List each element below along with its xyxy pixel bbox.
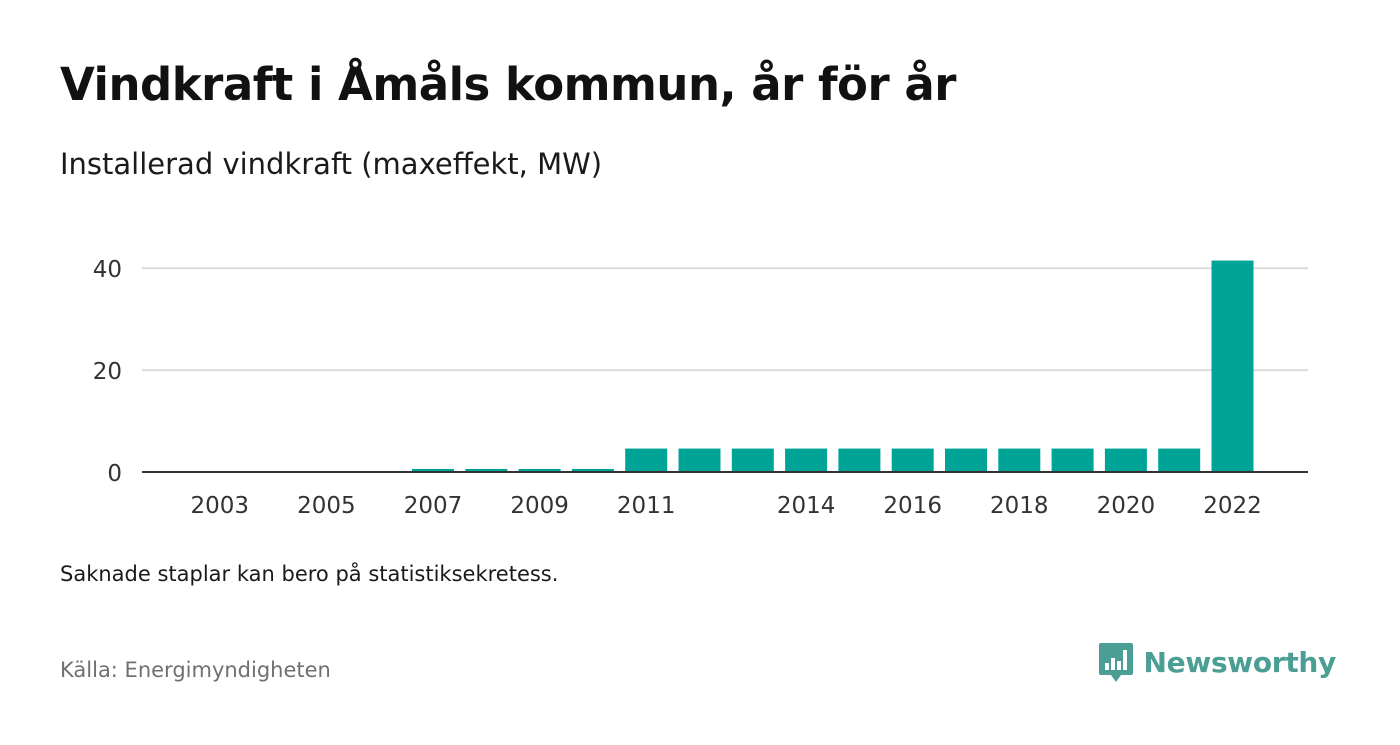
chart-subtitle: Installerad vindkraft (maxeffekt, MW) — [60, 147, 603, 181]
bar-2008 — [465, 468, 508, 472]
x-tick-label: 2003 — [191, 493, 250, 519]
bar-2011 — [625, 448, 668, 472]
bar-2010 — [571, 468, 614, 472]
x-tick-label: 2022 — [1203, 493, 1262, 519]
bar-2022 — [1211, 260, 1254, 472]
x-tick-label: 2014 — [777, 493, 836, 519]
x-tick-label: 2007 — [404, 493, 463, 519]
bar-2016 — [891, 448, 934, 472]
bar-2017 — [945, 448, 987, 472]
bar-2019 — [1051, 448, 1094, 472]
bar-2014 — [785, 448, 828, 472]
y-tick-label: 20 — [93, 359, 122, 385]
bar-2021 — [1158, 448, 1201, 472]
y-tick-label: 0 — [107, 461, 122, 487]
y-tick-label: 40 — [93, 257, 122, 283]
bar-2009 — [518, 468, 561, 472]
chart-note: Saknade staplar kan bero på statistiksek… — [60, 562, 559, 586]
bar-2018 — [998, 448, 1041, 472]
bar-2020 — [1104, 448, 1147, 472]
x-tick-label: 2016 — [883, 493, 942, 519]
x-tick-label: 2011 — [617, 493, 676, 519]
x-tick-label: 2009 — [510, 493, 569, 519]
x-tick-label: 2020 — [1097, 493, 1156, 519]
brand-name: Newsworthy — [1143, 645, 1337, 679]
chart-title: Vindkraft i Åmåls kommun, år för år — [60, 58, 956, 111]
brand-logo: Newsworthy — [1098, 641, 1336, 683]
x-tick-label: 2018 — [990, 493, 1049, 519]
x-tick-label: 2005 — [297, 493, 356, 519]
bar-chart-speech-bubble-icon — [1098, 641, 1134, 683]
bar-chart: 0 20 40 2003 2005 2007 2009 2011 2014 2016 2018 202… — [93, 257, 1308, 519]
bar-2015 — [838, 448, 881, 472]
bar-2007 — [412, 468, 454, 472]
bar-2012 — [678, 448, 721, 472]
chart-source: Källa: Energimyndigheten — [60, 658, 331, 682]
bar-2013 — [731, 448, 774, 472]
